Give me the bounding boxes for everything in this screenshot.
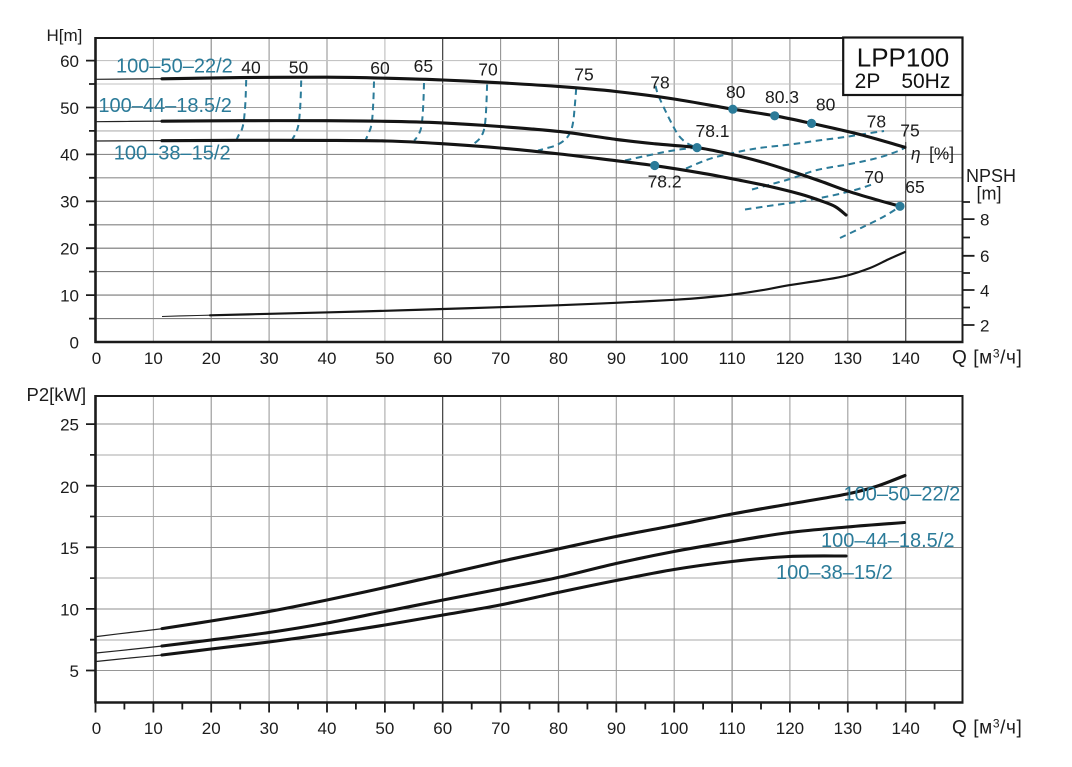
svg-text:[m]: [m] [977, 184, 1002, 204]
svg-text:6: 6 [980, 247, 989, 266]
svg-text:10: 10 [60, 286, 79, 305]
svg-text:Q [м3/ч]: Q [м3/ч] [952, 717, 1022, 739]
svg-text:40: 40 [318, 719, 337, 738]
svg-text:65: 65 [414, 56, 433, 76]
svg-text:30: 30 [60, 193, 79, 212]
svg-text:80.3: 80.3 [765, 87, 799, 107]
svg-text:140: 140 [891, 349, 919, 368]
svg-text:90: 90 [607, 349, 626, 368]
svg-text:4: 4 [980, 281, 989, 300]
svg-text:78: 78 [650, 73, 669, 93]
svg-text:50: 50 [289, 57, 309, 77]
svg-text:20: 20 [202, 719, 221, 738]
svg-text:60: 60 [370, 58, 390, 78]
svg-text:20: 20 [202, 349, 221, 368]
svg-text:100–38–15/2: 100–38–15/2 [776, 562, 893, 584]
svg-text:8: 8 [980, 210, 989, 229]
svg-text:10: 10 [144, 349, 163, 368]
svg-text:130: 130 [834, 719, 862, 738]
svg-text:110: 110 [719, 719, 746, 738]
svg-text:H[m]: H[m] [47, 26, 83, 45]
svg-text:80: 80 [549, 719, 568, 738]
svg-text:100: 100 [660, 719, 688, 738]
svg-text:η [%]: η [%] [911, 144, 954, 164]
svg-text:30: 30 [260, 349, 279, 368]
svg-text:50: 50 [375, 349, 394, 368]
svg-text:20: 20 [60, 478, 79, 497]
svg-text:75: 75 [900, 121, 919, 141]
svg-text:P2[kW]: P2[kW] [27, 384, 87, 405]
svg-text:120: 120 [776, 349, 804, 368]
svg-text:110: 110 [719, 349, 746, 368]
svg-text:2: 2 [980, 316, 989, 335]
svg-text:70: 70 [491, 719, 510, 738]
svg-text:2P 50Hz: 2P 50Hz [855, 70, 951, 93]
svg-text:20: 20 [60, 240, 79, 259]
svg-text:100: 100 [660, 349, 688, 368]
svg-text:78.1: 78.1 [695, 121, 729, 141]
svg-text:75: 75 [574, 65, 593, 85]
svg-text:10: 10 [60, 600, 79, 619]
svg-text:40: 40 [60, 146, 79, 165]
svg-text:15: 15 [60, 539, 79, 558]
svg-text:78: 78 [867, 111, 886, 131]
svg-text:NPSH: NPSH [966, 166, 1016, 186]
svg-text:120: 120 [776, 719, 804, 738]
svg-text:100–44–18.5/2: 100–44–18.5/2 [821, 530, 954, 552]
svg-text:LPP100: LPP100 [857, 43, 950, 73]
svg-text:Q [м3/ч]: Q [м3/ч] [952, 347, 1022, 369]
svg-text:80: 80 [816, 95, 836, 115]
svg-text:50: 50 [60, 99, 79, 118]
svg-text:78.2: 78.2 [648, 172, 682, 192]
svg-text:100–44–18.5/2: 100–44–18.5/2 [98, 95, 231, 117]
svg-text:5: 5 [70, 662, 79, 681]
svg-text:70: 70 [491, 349, 510, 368]
svg-text:40: 40 [241, 57, 261, 77]
svg-text:70: 70 [478, 60, 498, 80]
svg-text:90: 90 [607, 719, 626, 738]
svg-text:140: 140 [891, 719, 919, 738]
svg-text:0: 0 [92, 349, 101, 368]
svg-text:65: 65 [905, 177, 924, 197]
svg-text:80: 80 [549, 349, 568, 368]
svg-text:10: 10 [144, 719, 163, 738]
svg-text:60: 60 [433, 349, 452, 368]
svg-text:50: 50 [375, 719, 394, 738]
svg-text:80: 80 [726, 82, 746, 102]
svg-text:100–50–22/2: 100–50–22/2 [844, 483, 961, 505]
svg-text:40: 40 [318, 349, 337, 368]
svg-text:70: 70 [864, 167, 884, 187]
svg-text:25: 25 [60, 415, 79, 434]
svg-text:30: 30 [260, 719, 279, 738]
svg-text:0: 0 [70, 333, 79, 352]
svg-text:0: 0 [92, 719, 101, 738]
svg-text:100–38–15/2: 100–38–15/2 [114, 143, 231, 165]
svg-text:130: 130 [834, 349, 862, 368]
svg-text:60: 60 [433, 719, 452, 738]
svg-text:60: 60 [60, 52, 79, 71]
svg-text:100–50–22/2: 100–50–22/2 [116, 55, 233, 77]
